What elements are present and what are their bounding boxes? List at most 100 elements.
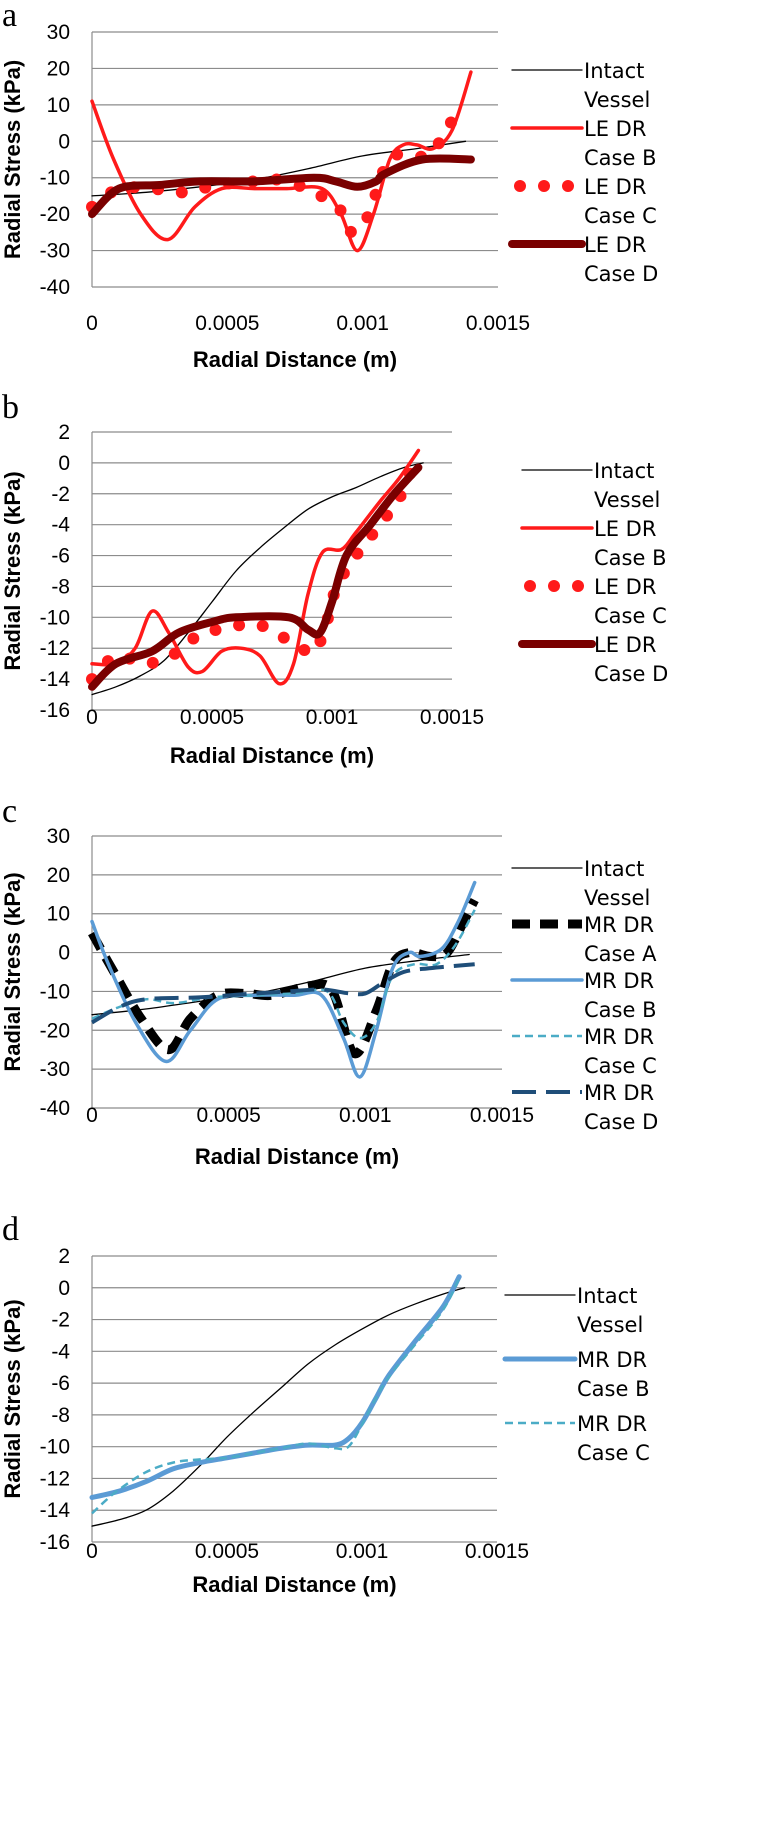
panel-letter: a [2, 0, 17, 34]
legend-entry: MR DR Case D [512, 1081, 658, 1134]
y-axis-title: Radial Stress (kPa) [0, 471, 25, 670]
legend-label: Intact [584, 857, 644, 881]
y-tick-label: -14 [40, 668, 71, 691]
y-tick-label: -10 [40, 606, 70, 629]
x-axis-title: Radial Distance (m) [170, 743, 374, 768]
y-tick-label: -4 [51, 514, 70, 537]
x-tick-label: 0.001 [336, 312, 389, 335]
y-tick-label: 20 [47, 864, 70, 887]
x-tick-label: 0.0015 [420, 706, 484, 729]
x-tick-label: 0.0005 [180, 706, 244, 729]
y-tick-label: -6 [51, 1372, 70, 1395]
legend-entry: LE DR Case B [520, 517, 666, 570]
series-mr-dr-case-b-line [90, 880, 477, 1079]
legend-label: LE DR [584, 117, 646, 141]
panel-letter: b [2, 389, 19, 426]
y-tick-label: -2 [51, 1309, 70, 1332]
legend-label: Case B [594, 546, 666, 570]
panel-letter: c [2, 793, 17, 830]
y-tick-label: 2 [58, 421, 70, 444]
chart-panel-a: a 30 20 10 0 -10 -20 -30 -40 0 0.0005 0.001 0.0015 Ra… [0, 0, 658, 372]
legend-label: MR DR [584, 1025, 654, 1049]
x-tick-label: 0.001 [339, 1104, 392, 1127]
y-tick-label: -20 [40, 203, 70, 226]
series-intact-vessel-line [91, 140, 467, 197]
legend-entry: MR DR Case A [512, 913, 657, 966]
legend-label: Vessel [577, 1313, 643, 1337]
series-le-dr-case-c-line [86, 464, 418, 686]
legend-entry: MR DR Case C [505, 1412, 650, 1465]
legend-entry: LE DR Case C [514, 175, 657, 228]
y-tick-label: 0 [58, 1277, 70, 1300]
legend-label: MR DR [577, 1348, 647, 1372]
y-tick-label: 30 [47, 825, 70, 848]
legend-label: Intact [594, 459, 654, 483]
legend-label: LE DR [584, 233, 646, 257]
legend-entry: LE DR Case B [510, 117, 656, 170]
legend-label: Case C [584, 1054, 657, 1078]
y-tick-label: -8 [51, 575, 70, 598]
legend-swatch-dot [548, 580, 560, 592]
x-tick-label: 0.0015 [466, 312, 530, 335]
y-tick-label: -16 [40, 1531, 70, 1554]
y-tick-label: -14 [40, 1499, 71, 1522]
legend-label: LE DR [594, 633, 656, 657]
y-tick-label: -30 [40, 240, 70, 263]
series-mr-dr-case-b-line [89, 1274, 462, 1500]
legend-entry: MR DR Case B [510, 969, 656, 1022]
y-tick-label: 30 [47, 21, 70, 44]
series-mr-dr-case-c-line [91, 1277, 461, 1515]
series-mr-dr-case-c-line [91, 909, 476, 1040]
y-tick-label: -8 [51, 1404, 70, 1427]
series-le-dr-case-d-line [88, 154, 475, 219]
legend-label: Vessel [584, 88, 650, 112]
legend-entry: Intact Vessel [521, 459, 660, 512]
chart-panel-d: d 2 0 -2 -4 -6 -8 -10 -12 -14 -16 0 0.0005 0.001 0.001… [0, 1211, 650, 1597]
legend-swatch-dot [514, 180, 526, 192]
y-tick-label: 10 [47, 903, 70, 926]
legend-label: MR DR [584, 1081, 654, 1105]
panel-letter: d [2, 1211, 19, 1248]
legend-label: Case C [584, 204, 657, 228]
x-axis-title: Radial Distance (m) [193, 347, 397, 372]
legend-entry: Intact Vessel [511, 59, 650, 112]
y-tick-label: -6 [51, 545, 70, 568]
legend-entry: LE DR Case C [524, 575, 667, 628]
legend-entry: Intact Vessel [511, 857, 650, 910]
y-tick-label: -40 [40, 1097, 70, 1120]
y-tick-label: 2 [58, 1245, 70, 1268]
legend-label: LE DR [584, 175, 646, 199]
y-tick-label: -10 [40, 1436, 70, 1459]
legend-label: Vessel [594, 488, 660, 512]
x-tick-label: 0.0005 [195, 312, 259, 335]
x-axis-title: Radial Distance (m) [192, 1572, 396, 1597]
legend-swatch-dot [562, 180, 574, 192]
legend-swatch-dot [524, 580, 536, 592]
x-tick-label: 0.001 [306, 706, 359, 729]
legend-label: MR DR [577, 1412, 647, 1436]
y-tick-label: 0 [58, 452, 70, 475]
x-tick-label: 0 [86, 1540, 98, 1563]
x-tick-label: 0.0015 [465, 1540, 529, 1563]
legend-swatch-dot [538, 180, 550, 192]
legend-entry: LE DR Case D [518, 633, 668, 686]
legend-entry: LE DR Case D [508, 233, 658, 286]
x-tick-label: 0.0005 [195, 1540, 259, 1563]
y-tick-label: 10 [47, 94, 70, 117]
legend-label: Case D [584, 262, 658, 286]
y-axis-title: Radial Stress (kPa) [0, 1299, 25, 1498]
y-tick-label: -10 [40, 980, 70, 1003]
legend-label: Vessel [584, 886, 650, 910]
legend-label: Intact [577, 1284, 637, 1308]
legend-label: LE DR [594, 517, 656, 541]
y-axis-title: Radial Stress (kPa) [0, 872, 25, 1071]
series-intact-vessel-line [91, 462, 424, 696]
x-tick-label: 0 [86, 1104, 98, 1127]
legend-entry: MR DR Case C [512, 1025, 657, 1078]
y-tick-label: -12 [40, 1467, 70, 1490]
legend-label: Case C [577, 1441, 650, 1465]
y-tick-label: -10 [40, 167, 70, 190]
y-tick-label: -4 [51, 1340, 70, 1363]
legend-label: Case D [584, 1110, 658, 1134]
